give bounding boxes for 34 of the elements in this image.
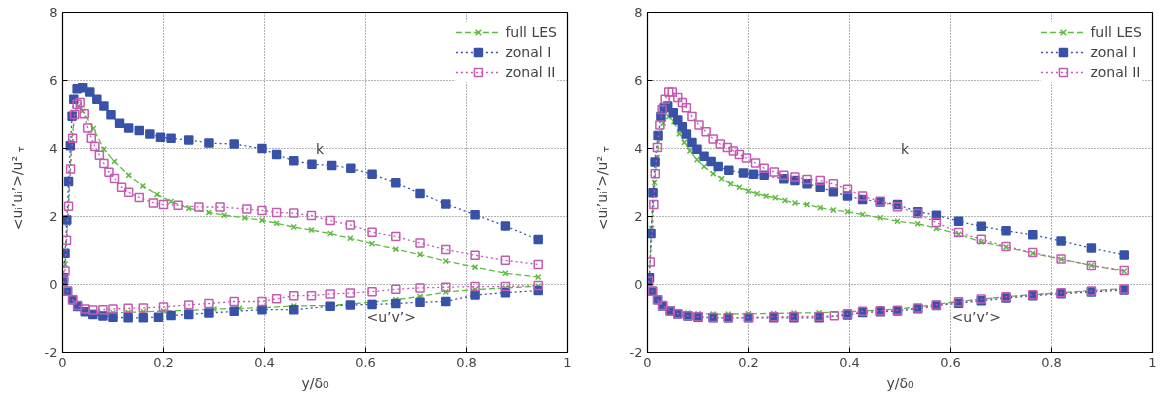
- x-axis-title: y/δ₀: [301, 374, 329, 391]
- x-tick-label: 0.8: [456, 354, 477, 370]
- x-axis-title: y/δ₀: [886, 374, 914, 391]
- y-tick-label: 4: [49, 141, 58, 156]
- y-tick-label: 2: [634, 209, 643, 224]
- x-tick-label: 1: [1148, 354, 1157, 370]
- legend-label: full LES: [1090, 24, 1142, 40]
- y-tick-label: 0: [49, 277, 58, 292]
- x-tick-label: 0.2: [738, 354, 759, 370]
- x-tick-label: 1: [563, 354, 572, 370]
- x-tick-label: 0.8: [1041, 354, 1062, 370]
- y-tick-label: 2: [49, 209, 58, 224]
- y-tick-label: 0: [634, 277, 643, 292]
- annotation: k: [901, 140, 910, 157]
- x-tick-label: 0.2: [153, 354, 174, 370]
- y-tick-label: 8: [634, 5, 643, 20]
- legend-label: zonal I: [505, 44, 552, 60]
- y-tick-label: 6: [49, 73, 58, 88]
- x-tick-label: 0.6: [355, 354, 376, 370]
- annotation: <u’v’>: [366, 309, 417, 326]
- legend-label: zonal II: [505, 64, 556, 80]
- legend-label: zonal II: [1090, 64, 1141, 80]
- y-tick-label: 8: [49, 5, 58, 20]
- y-tick-label: -2: [629, 345, 643, 360]
- annotation: <u’v’>: [951, 309, 1002, 326]
- annotation: k: [316, 140, 325, 157]
- y-tick-label: -2: [44, 345, 58, 360]
- x-tick-label: 0.4: [254, 354, 275, 370]
- legend-label: zonal I: [1090, 44, 1137, 60]
- x-tick-label: 0.6: [940, 354, 961, 370]
- y-tick-label: 4: [634, 141, 643, 156]
- x-tick-label: 0.4: [839, 354, 860, 370]
- y-tick-label: 6: [634, 73, 643, 88]
- legend-label: full LES: [505, 24, 557, 40]
